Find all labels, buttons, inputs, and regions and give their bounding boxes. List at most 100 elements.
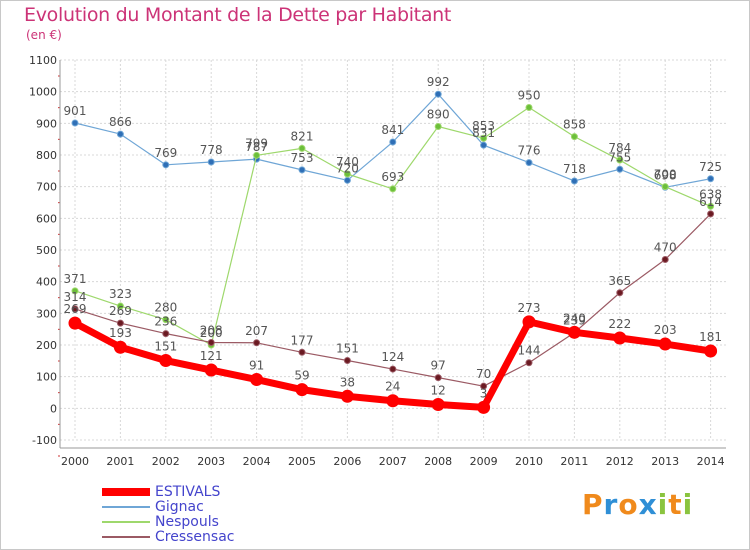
data-label-estivals: 12 bbox=[431, 384, 446, 398]
data-label-nespouls: 799 bbox=[245, 136, 268, 150]
x-tick-label: 2004 bbox=[243, 455, 271, 468]
point-nespouls bbox=[116, 302, 124, 310]
point-gignac bbox=[525, 159, 533, 167]
data-label-gignac: 725 bbox=[699, 160, 722, 174]
point-gignac bbox=[616, 165, 624, 173]
point-estivals bbox=[250, 373, 264, 387]
x-tick-label: 2014 bbox=[697, 455, 725, 468]
point-nespouls bbox=[298, 144, 306, 152]
y-tick-label: 900 bbox=[36, 117, 57, 130]
data-label-gignac: 698 bbox=[654, 168, 677, 182]
data-label-estivals: 193 bbox=[109, 326, 132, 340]
data-label-estivals: 91 bbox=[249, 359, 264, 373]
point-estivals bbox=[704, 344, 718, 358]
data-label-cressensac: 208 bbox=[200, 323, 223, 337]
data-label-cressensac: 151 bbox=[336, 342, 359, 356]
data-label-cressensac: 97 bbox=[431, 359, 446, 373]
data-label-nespouls: 784 bbox=[608, 141, 631, 155]
data-label-estivals: 222 bbox=[608, 317, 631, 331]
point-cressensac bbox=[298, 348, 306, 356]
data-label-cressensac: 314 bbox=[64, 290, 87, 304]
x-tick-label: 2007 bbox=[379, 455, 407, 468]
point-gignac bbox=[343, 176, 351, 184]
point-estivals bbox=[204, 363, 218, 377]
data-label-estivals: 273 bbox=[518, 301, 541, 315]
point-gignac bbox=[116, 130, 124, 138]
point-estivals bbox=[658, 337, 672, 351]
chart-unit: (en €) bbox=[26, 28, 62, 42]
legend-swatch-cressensac bbox=[102, 536, 150, 538]
x-tick-label: 2002 bbox=[152, 455, 180, 468]
data-label-nespouls: 821 bbox=[291, 129, 314, 143]
point-cressensac bbox=[253, 339, 261, 347]
data-label-estivals: 38 bbox=[340, 375, 355, 389]
point-cressensac bbox=[661, 256, 669, 263]
point-estivals bbox=[340, 389, 354, 403]
point-gignac bbox=[71, 119, 79, 127]
point-gignac bbox=[162, 161, 170, 169]
point-cressensac bbox=[707, 210, 715, 218]
point-gignac bbox=[707, 175, 715, 183]
data-label-estivals: 240 bbox=[563, 311, 586, 325]
point-nespouls bbox=[616, 156, 624, 164]
point-gignac bbox=[207, 158, 215, 166]
data-label-gignac: 769 bbox=[154, 146, 177, 160]
point-cressensac bbox=[389, 365, 397, 373]
y-tick-label: 0 bbox=[50, 402, 57, 415]
point-estivals bbox=[431, 398, 445, 412]
x-tick-label: 2006 bbox=[333, 455, 361, 468]
data-label-estivals: 269 bbox=[64, 302, 87, 316]
point-cressensac bbox=[207, 338, 215, 346]
point-estivals bbox=[295, 383, 309, 397]
point-nespouls bbox=[525, 104, 533, 111]
data-label-gignac: 778 bbox=[200, 143, 223, 157]
proxiti-logo: Proxiti bbox=[582, 488, 694, 521]
data-label-gignac: 718 bbox=[563, 162, 586, 176]
legend-item-gignac: Gignac bbox=[102, 499, 302, 515]
point-nespouls bbox=[71, 287, 79, 295]
data-label-gignac: 831 bbox=[472, 126, 495, 140]
y-tick-label: 600 bbox=[36, 212, 57, 225]
data-label-gignac: 753 bbox=[291, 151, 314, 165]
data-label-cressensac: 144 bbox=[518, 344, 541, 358]
y-tick-label: 500 bbox=[36, 244, 57, 257]
data-label-nespouls: 200 bbox=[200, 326, 223, 340]
x-tick-label: 2008 bbox=[424, 455, 452, 468]
data-label-cressensac: 236 bbox=[154, 315, 177, 329]
legend-swatch-nespouls bbox=[102, 521, 150, 523]
point-cressensac bbox=[525, 359, 533, 367]
legend-label-estivals: ESTIVALS bbox=[155, 484, 221, 500]
data-label-cressensac: 124 bbox=[381, 350, 404, 364]
chart-title: Evolution du Montant de la Dette par Hab… bbox=[24, 4, 452, 26]
data-label-estivals: 24 bbox=[385, 380, 400, 394]
data-label-cressensac: 470 bbox=[654, 241, 677, 255]
data-label-nespouls: 371 bbox=[64, 272, 87, 286]
point-nespouls bbox=[707, 202, 715, 210]
y-tick-label: 300 bbox=[36, 307, 57, 320]
data-label-nespouls: 280 bbox=[154, 301, 177, 315]
point-estivals bbox=[113, 340, 127, 354]
x-tick-label: 2003 bbox=[197, 455, 225, 468]
x-tick-label: 2011 bbox=[560, 455, 588, 468]
data-label-cressensac: 269 bbox=[109, 304, 132, 318]
data-label-estivals: 181 bbox=[699, 330, 722, 344]
data-label-gignac: 755 bbox=[608, 150, 631, 164]
data-label-estivals: 203 bbox=[654, 323, 677, 337]
data-label-gignac: 992 bbox=[427, 75, 450, 89]
x-tick-label: 2000 bbox=[61, 455, 89, 468]
data-label-cressensac: 365 bbox=[608, 274, 631, 288]
y-tick-label: 700 bbox=[36, 181, 57, 194]
point-nespouls bbox=[570, 133, 578, 141]
data-label-nespouls: 740 bbox=[336, 155, 359, 169]
point-cressensac bbox=[343, 357, 351, 365]
legend-item-cressensac: Cressensac bbox=[102, 529, 302, 545]
data-label-cressensac: 614 bbox=[699, 195, 722, 209]
data-label-gignac: 901 bbox=[64, 104, 87, 118]
x-tick-label: 2013 bbox=[651, 455, 679, 468]
y-tick-label: 1100 bbox=[29, 54, 57, 67]
point-cressensac bbox=[162, 330, 170, 338]
data-label-cressensac: 239 bbox=[563, 314, 586, 328]
data-label-estivals: 3 bbox=[480, 386, 488, 400]
point-gignac bbox=[480, 141, 488, 149]
